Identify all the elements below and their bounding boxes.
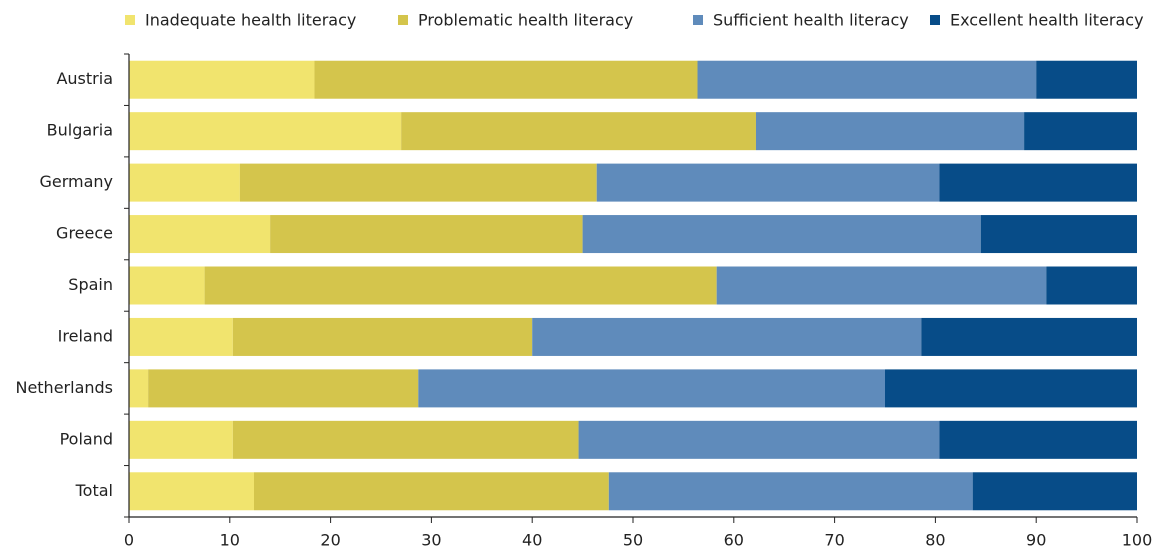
y-tick-label: Poland (60, 429, 113, 448)
bar-segment (596, 163, 940, 202)
x-tick-label: 0 (124, 531, 134, 550)
y-tick-label: Greece (56, 224, 113, 243)
x-tick-label: 20 (320, 531, 340, 550)
bar-segment (253, 472, 609, 511)
x-tick-label: 90 (1026, 531, 1046, 550)
bar-segment (401, 112, 756, 151)
bar-segment (239, 163, 597, 202)
y-tick-label: Netherlands (15, 378, 113, 397)
y-tick-label: Bulgaria (47, 121, 113, 140)
bar-segment (129, 369, 149, 408)
bar-segment (148, 369, 419, 408)
legend-label: Sufficient health literacy (713, 11, 909, 30)
bar-segment (129, 472, 254, 511)
legend-label: Problematic health literacy (418, 11, 633, 30)
legend-swatch (398, 15, 408, 25)
bar-segment (314, 60, 698, 99)
bar-segment (608, 472, 973, 511)
bar-segment (716, 266, 1047, 305)
bar-segment (885, 369, 1137, 408)
bar-segment (939, 163, 1137, 202)
bar-segment (270, 215, 583, 254)
bar-segment (1024, 112, 1137, 151)
x-tick-label: 100 (1122, 531, 1153, 550)
bar-segment (939, 420, 1137, 459)
bar-segment (578, 420, 940, 459)
x-tick-label: 40 (522, 531, 542, 550)
x-tick-label: 50 (623, 531, 643, 550)
legend-label: Excellent health literacy (950, 11, 1144, 30)
legend-swatch (125, 15, 135, 25)
bar-segment (1036, 60, 1137, 99)
bar-segment (980, 215, 1137, 254)
legend-swatch (930, 15, 940, 25)
bar-segment (232, 420, 579, 459)
x-tick-label: 30 (421, 531, 441, 550)
bar-segment (972, 472, 1137, 511)
y-tick-label: Total (75, 481, 113, 500)
bar-segment (129, 112, 402, 151)
x-tick-label: 60 (724, 531, 744, 550)
bar-segment (582, 215, 981, 254)
bar-segment (129, 317, 233, 356)
bar-segment (418, 369, 885, 408)
x-tick-label: 70 (824, 531, 844, 550)
bar-segment (129, 420, 233, 459)
bar-segment (1046, 266, 1137, 305)
y-tick-label: Spain (68, 275, 113, 294)
bar-segment (204, 266, 717, 305)
x-tick-label: 80 (925, 531, 945, 550)
y-tick-label: Austria (56, 69, 113, 88)
legend-swatch (693, 15, 703, 25)
legend-label: Inadequate health literacy (145, 11, 356, 30)
bar-segment (129, 60, 315, 99)
bar-segment (755, 112, 1025, 151)
bar-segment (129, 266, 205, 305)
bar-segment (232, 317, 533, 356)
bar-segment (129, 163, 240, 202)
x-tick-label: 10 (220, 531, 240, 550)
y-tick-label: Ireland (58, 326, 113, 345)
y-tick-label: Germany (39, 172, 113, 191)
bar-segment (697, 60, 1037, 99)
bar-segment (129, 215, 271, 254)
bar-segment (921, 317, 1137, 356)
bar-segment (532, 317, 922, 356)
